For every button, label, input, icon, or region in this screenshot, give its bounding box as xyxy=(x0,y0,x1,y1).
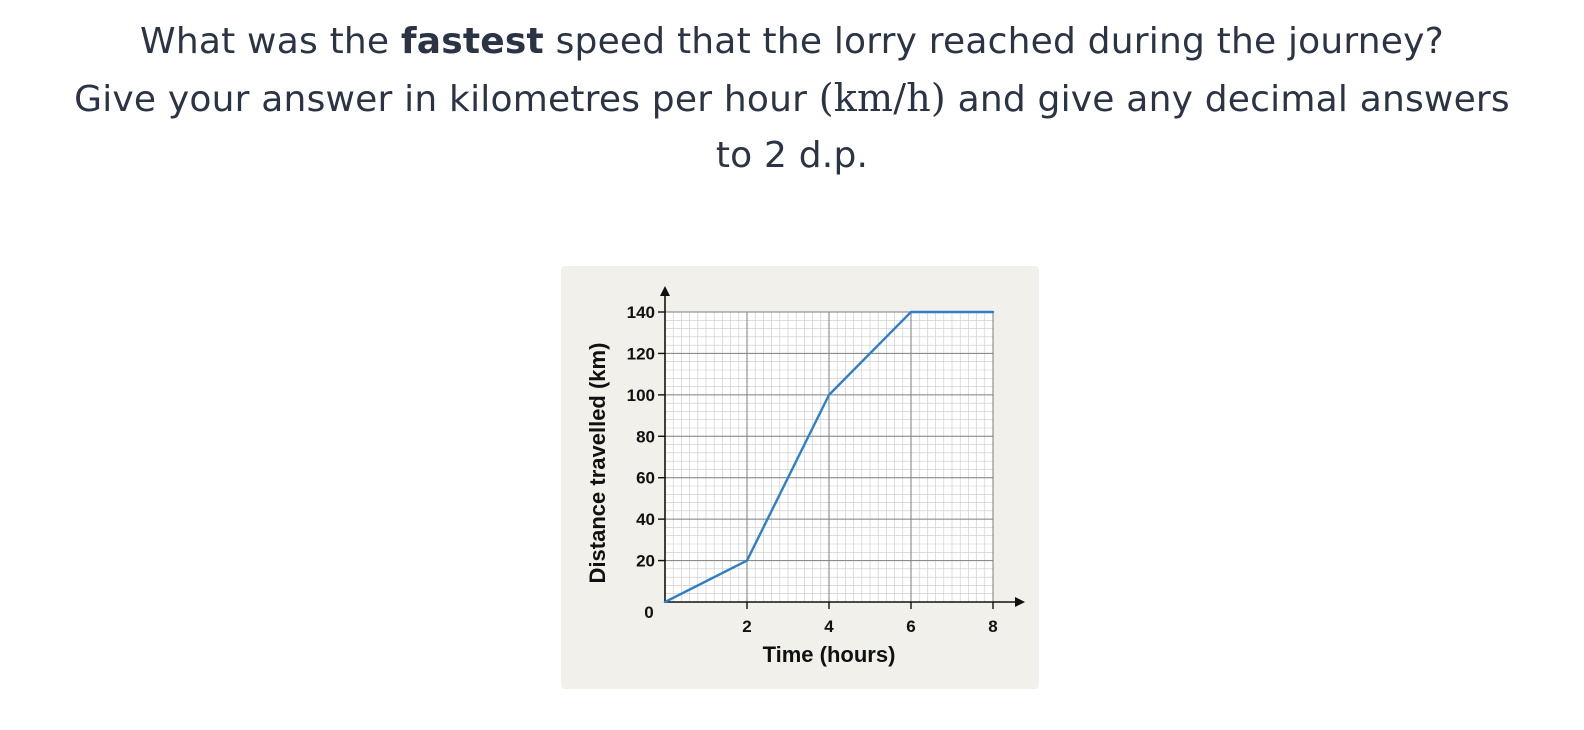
y-tick-label: 140 xyxy=(627,303,655,322)
y-tick-label: 120 xyxy=(627,344,655,363)
origin-label: 0 xyxy=(644,603,653,622)
y-tick-label: 60 xyxy=(636,469,655,488)
minor-grid xyxy=(665,312,993,602)
x-axis-arrow-icon xyxy=(1015,597,1025,607)
y-tick-label: 100 xyxy=(627,386,655,405)
x-tick-label: 8 xyxy=(988,617,997,636)
question-emphasis-fastest: fastest xyxy=(400,21,544,62)
x-axis-title: Time (hours) xyxy=(763,642,896,667)
unit-math: (km/h) xyxy=(818,76,946,120)
y-tick-label: 20 xyxy=(636,552,655,571)
question-line-2-end: and give any decimal answers xyxy=(945,79,1510,120)
question-line-1-start: What was the xyxy=(140,21,401,62)
y-axis-arrow-icon xyxy=(660,286,670,296)
y-axis-title: Distance travelled (km) xyxy=(585,343,610,584)
x-tick-label: 6 xyxy=(906,617,915,636)
question-line-1-end: speed that the lorry reached during the … xyxy=(543,21,1444,62)
question-text: What was the fastest speed that the lorr… xyxy=(0,14,1584,184)
x-tick-label: 4 xyxy=(824,617,834,636)
y-tick-label: 40 xyxy=(636,510,655,529)
question-line-1: What was the fastest speed that the lorr… xyxy=(0,14,1584,70)
x-tick-label: 2 xyxy=(742,617,751,636)
y-tick-label: 80 xyxy=(636,427,655,446)
question-line-3: to 2 d.p. xyxy=(715,135,869,176)
graph-card: 20 40 60 80 100 120 140 2 4 6 8 0 Time (hours) Distan… xyxy=(561,266,1039,689)
question-line-2: Give your answer in kilometres per hour … xyxy=(0,70,1584,128)
question-line-2-start: Give your answer in kilometres per hour xyxy=(74,79,819,120)
